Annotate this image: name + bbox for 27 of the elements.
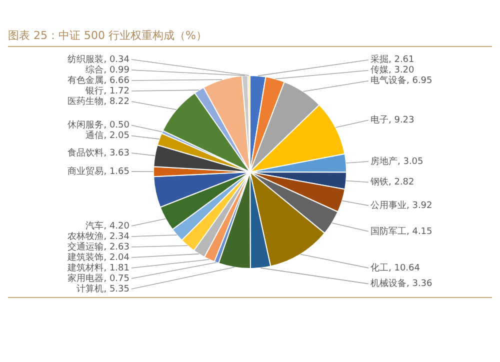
slice-label: 化工, 10.64 (370, 262, 420, 274)
slice-label: 电气设备, 6.95 (370, 75, 432, 86)
slice-label: 通信, 2.05 (86, 130, 130, 142)
slice-label: 采掘, 2.61 (370, 54, 414, 66)
slice-label: 房地产, 3.05 (370, 156, 424, 167)
slice-label: 银行, 1.72 (84, 85, 130, 96)
slice-label: 汽车, 4.20 (86, 220, 130, 232)
slice-label: 休闲服务, 0.50 (68, 120, 130, 131)
slice-label: 国防军工, 4.15 (370, 226, 432, 237)
slice-label: 有色金属, 6.66 (68, 74, 130, 86)
slice-label: 建筑装饰, 2.04 (66, 252, 130, 263)
slice-label: 商业贸易, 1.65 (68, 166, 130, 177)
slice-label: 家用电器, 0.75 (68, 272, 130, 284)
slice-label: 农林牧渔, 2.34 (68, 230, 130, 242)
slice-label: 纺织服装, 0.34 (68, 54, 130, 65)
chart-title: 图表 25：中证 500 行业权重构成（%） (8, 28, 492, 47)
slice-label: 电子, 9.23 (370, 114, 414, 126)
slice-label: 钢铁, 2.82 (370, 176, 414, 188)
slice-label: 机械设备, 3.36 (370, 278, 433, 290)
slice-label: 建筑材料, 1.81 (66, 262, 130, 274)
slice-label: 医药生物, 8.22 (68, 96, 130, 107)
slice-label: 传媒, 3.20 (370, 64, 415, 76)
slice-label: 综合, 0.99 (86, 64, 130, 76)
slice-label: 食品饮料, 3.63 (68, 147, 130, 158)
slice-label: 交通运输, 2.63 (68, 241, 130, 252)
slice-label: 计算机, 5.35 (76, 283, 130, 294)
slice-label: 公用事业, 3.92 (370, 200, 432, 211)
